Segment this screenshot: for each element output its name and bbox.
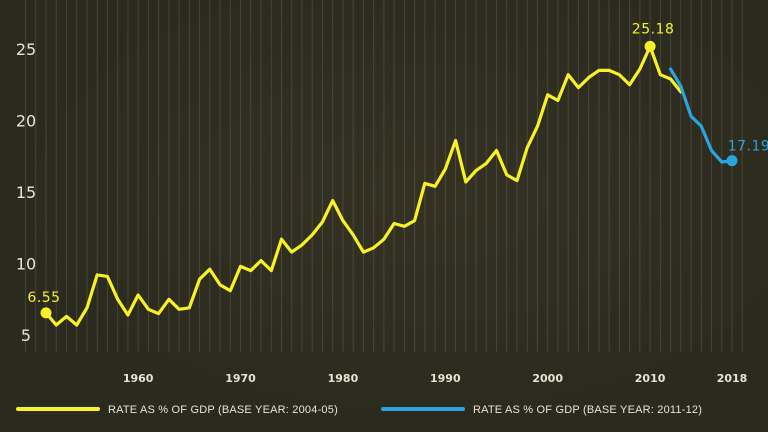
series-line-1 [668, 67, 734, 164]
y-tick-label: 15 [16, 183, 36, 202]
annotation-label: 6.55 [27, 290, 60, 306]
x-axis-ticks: 1960 1970 1980 1990 2000 2010 2018 [123, 372, 747, 385]
annotation-point [40, 307, 52, 319]
x-tick-label: 1990 [430, 372, 461, 385]
y-tick-label: 5 [21, 326, 31, 345]
vertical-grid [25, 0, 743, 352]
x-tick-label: 1970 [225, 372, 256, 385]
legend: RATE AS % OF GDP (BASE YEAR: 2004-05) RA… [16, 404, 702, 416]
x-tick-label: 2000 [532, 372, 563, 385]
y-tick-label: 25 [16, 40, 36, 59]
y-axis-ticks: 5 10 15 20 25 [16, 40, 36, 345]
annotation-point [644, 40, 656, 52]
x-tick-label: 2010 [635, 372, 666, 385]
legend-label-2004-05: RATE AS % OF GDP (BASE YEAR: 2004-05) [108, 404, 338, 416]
series-lines [44, 44, 734, 327]
legend-label-2011-12: RATE AS % OF GDP (BASE YEAR: 2011-12) [473, 404, 702, 416]
annotations: 6.55 25.18 17.19 [27, 21, 768, 319]
x-tick-label: 1960 [123, 372, 154, 385]
annotation-label: 25.18 [632, 21, 675, 37]
annotation-point [726, 155, 738, 167]
y-tick-label: 20 [16, 112, 36, 131]
series-line-0 [44, 44, 683, 327]
x-tick-label: 1980 [328, 372, 359, 385]
y-tick-label: 10 [16, 255, 36, 274]
x-tick-label: 2018 [717, 372, 748, 385]
annotation-label: 17.19 [728, 139, 768, 155]
